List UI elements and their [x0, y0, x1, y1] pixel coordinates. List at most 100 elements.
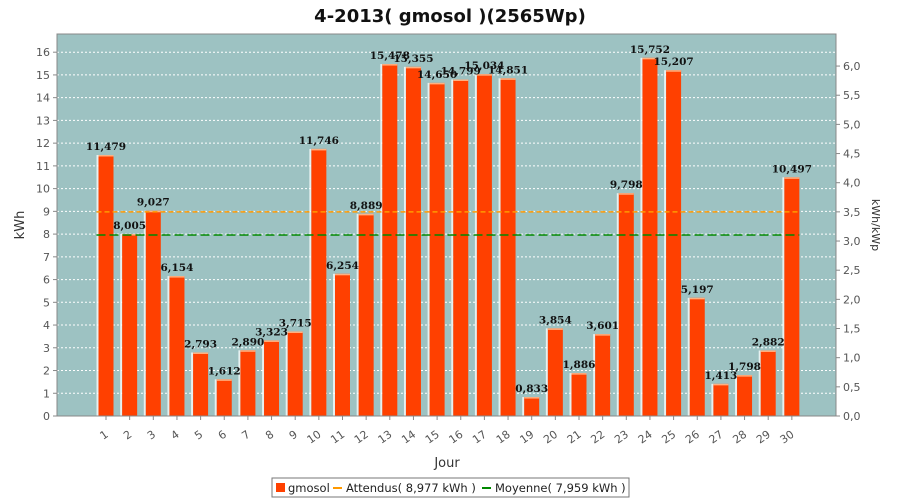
- x-tick-label: 2: [121, 428, 134, 443]
- y-right-tick-label: 3,0: [843, 235, 861, 248]
- data-label: 15,034: [464, 60, 504, 72]
- x-tick-label: 13: [376, 428, 395, 447]
- x-tick-label: 1: [98, 428, 111, 443]
- bar: [96, 154, 114, 416]
- data-label: 8,889: [350, 200, 383, 212]
- legend-swatch-gmosol: [276, 483, 285, 492]
- bars: [96, 57, 800, 417]
- x-tick-label: 16: [447, 428, 466, 447]
- bar: [143, 210, 161, 416]
- x-tick-label: 6: [216, 428, 229, 443]
- bar: [522, 397, 540, 416]
- y-axis-label: kWh: [13, 211, 28, 240]
- data-label: 15,207: [654, 56, 694, 68]
- y-right-tick-label: 4,5: [843, 148, 861, 161]
- legend: gmosol Attendus( 8,977 kWh ) Moyenne( 7,…: [271, 477, 630, 498]
- data-label: 3,715: [279, 318, 312, 330]
- bar: [687, 297, 705, 416]
- data-label: 10,497: [772, 163, 812, 175]
- bar: [593, 334, 611, 416]
- y-right-tick-label: 1,0: [843, 352, 861, 365]
- x-axis: 1 2 3 4 5 6 7 8 9 10 11 12 13 14 15 16 17 18 19 20 21 22 23 24 2…: [98, 416, 797, 446]
- x-tick-label: 9: [287, 428, 300, 443]
- bar: [356, 213, 374, 416]
- data-label: 2,793: [184, 338, 217, 350]
- bar: [498, 78, 516, 416]
- bar: [451, 79, 469, 416]
- y-tick-label: 0: [43, 410, 50, 423]
- x-tick-label: 25: [659, 428, 678, 447]
- x-tick-label: 10: [305, 428, 324, 447]
- bar: [120, 233, 138, 416]
- bar: [640, 57, 658, 416]
- data-label: 14,650: [417, 69, 457, 81]
- x-tick-label: 8: [263, 428, 276, 443]
- data-label: 15,355: [393, 53, 433, 65]
- data-label: 2,882: [752, 336, 785, 348]
- chart-title: 4-2013( gmosol )(2565Wp): [314, 6, 586, 27]
- y-tick-label: 16: [36, 46, 50, 59]
- bar: [262, 340, 280, 416]
- x-tick-label: 19: [517, 428, 536, 447]
- data-label: 11,479: [86, 141, 126, 153]
- x-tick-label: 23: [612, 428, 631, 447]
- bar: [545, 328, 563, 416]
- x-tick-label: 21: [565, 428, 584, 447]
- y-tick-label: 3: [43, 342, 50, 355]
- y-tick-label: 2: [43, 365, 50, 378]
- y-right-tick-label: 0,0: [843, 410, 861, 423]
- data-label: 9,798: [610, 179, 643, 191]
- x-tick-label: 20: [541, 428, 560, 447]
- data-label: 14,851: [488, 64, 528, 76]
- y-right-tick-label: 3,5: [843, 206, 861, 219]
- data-label: 3,601: [586, 320, 619, 332]
- data-label: 0,833: [515, 383, 548, 395]
- reference-lines: [96, 211, 800, 236]
- y-right-tick-label: 0,5: [843, 381, 861, 394]
- data-label: 11,746: [299, 135, 339, 147]
- data-label: 8,005: [113, 220, 146, 232]
- bar: [403, 66, 421, 417]
- legend-entry-moyenne: Moyenne( 7,959 kWh ): [495, 481, 626, 495]
- y-tick-label: 4: [43, 319, 50, 332]
- data-label: 1,612: [208, 365, 241, 377]
- bar: [285, 331, 303, 416]
- y-tick-label: 9: [43, 205, 50, 218]
- bar: [214, 379, 232, 416]
- bar: [238, 350, 256, 416]
- y-right-tick-label: 6,0: [843, 60, 861, 73]
- x-tick-label: 29: [754, 428, 773, 447]
- y-tick-label: 5: [43, 296, 50, 309]
- data-label: 2,890: [231, 336, 264, 348]
- x-tick-label: 5: [192, 428, 205, 443]
- bar: [569, 373, 587, 416]
- x-tick-label: 4: [168, 428, 181, 443]
- x-tick-label: 24: [636, 428, 655, 447]
- data-label: 9,027: [137, 197, 170, 209]
- x-tick-label: 11: [328, 428, 347, 447]
- data-label: 5,197: [681, 284, 714, 296]
- y-right-tick-label: 1,5: [843, 323, 861, 336]
- bar: [309, 148, 327, 416]
- x-tick-label: 28: [730, 428, 749, 447]
- x-tick-label: 7: [239, 428, 252, 443]
- data-label: 3,854: [539, 314, 572, 326]
- y-tick-label: 6: [43, 274, 50, 287]
- y-axis-right: 0,0 0,5 1,0 1,5 2,0 2,5 3,0 3,5 4,0 4,5 5,0 5,5 6,0: [836, 60, 861, 423]
- data-label: 1,886: [563, 359, 596, 371]
- bar: [664, 70, 682, 416]
- x-tick-label: 14: [399, 428, 418, 447]
- y-tick-label: 11: [36, 160, 50, 173]
- y-tick-label: 8: [43, 228, 50, 241]
- bar: [167, 276, 185, 416]
- y-tick-label: 10: [36, 183, 50, 196]
- bar: [711, 383, 729, 416]
- y-tick-label: 7: [43, 251, 50, 264]
- data-label: 15,752: [630, 44, 670, 56]
- bar: [782, 177, 800, 416]
- y-right-tick-label: 2,0: [843, 293, 861, 306]
- y-right-tick-label: 2,5: [843, 264, 861, 277]
